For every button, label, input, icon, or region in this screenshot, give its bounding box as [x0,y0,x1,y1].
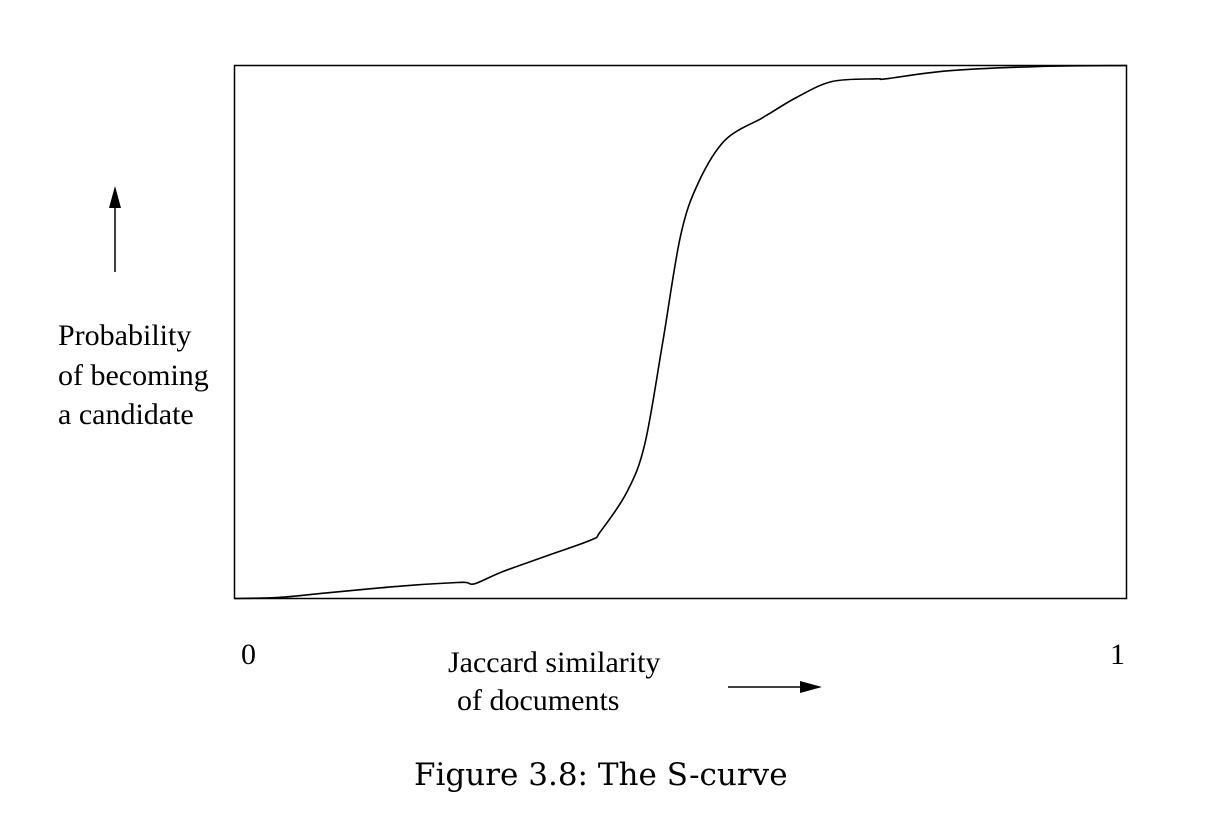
y-axis-label-line-1: Probability [58,319,192,352]
figure-caption: Figure 3.8: The S-curve [414,757,788,793]
x-axis-arrow [728,681,822,693]
y-axis-arrow [109,186,121,272]
x-tick-label-0: 0 [241,638,256,671]
plot-frame [233,64,1128,600]
x-tick-label-1: 1 [1110,638,1125,671]
y-axis-label-line-3: a candidate [58,398,194,431]
y-axis-label-line-2: of becoming [58,359,209,392]
x-axis-label-line-1: Jaccard similarity [448,646,661,679]
series-line-s-curve [234,64,1127,600]
x-axis-label-line-2: of documents [457,684,620,717]
